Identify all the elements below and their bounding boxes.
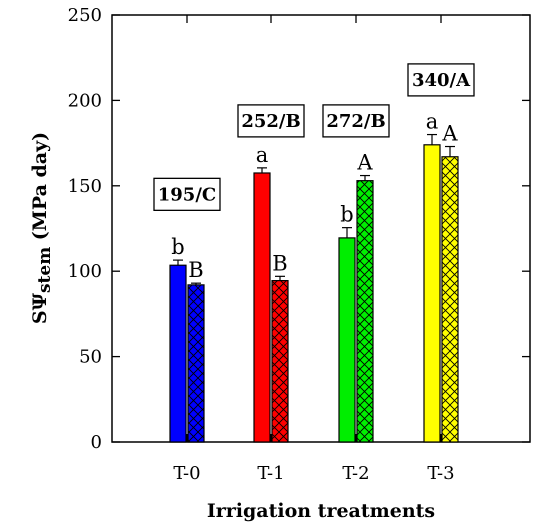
y-axis-title: SΨstem (MPa day) (29, 132, 55, 324)
bar-T-2-crosshatch: A (356, 151, 374, 443)
annotation-label: 340/A (412, 70, 471, 91)
x-axis: T-0 T-1 T-2 T-3 (173, 15, 455, 484)
annotation-label: 195/C (158, 184, 216, 205)
significance-letter: B (272, 251, 287, 275)
significance-letter: b (171, 235, 184, 259)
significance-letter: B (188, 258, 203, 282)
bar-T-1-crosshatch: B (271, 251, 289, 443)
annotation-layer: 195/C 252/B 272/B 340/A (153, 63, 475, 211)
annotation-frame (407, 63, 475, 97)
y-axis-title-units: (MPa day) (29, 132, 51, 247)
y-axis-title-sub: stem (35, 247, 55, 293)
annotation-label: 252/B (241, 111, 300, 132)
y-tick-label: 250 (68, 5, 102, 26)
x-tick-label: T-2 (342, 463, 369, 484)
significance-letter: a (426, 110, 439, 134)
annotation-box: 195/C (153, 177, 221, 211)
annotation-box: 252/B (237, 104, 305, 138)
y-tick-label: 50 (79, 347, 102, 368)
significance-letter: A (356, 151, 373, 175)
annotation-frame (153, 177, 221, 211)
bar-fill (170, 265, 186, 442)
annotation-box: 272/B (322, 104, 390, 138)
bars-layer: b a b a B B A A (169, 110, 459, 443)
annotation-frame (237, 104, 305, 138)
y-axis-title-psi: Ψ (29, 292, 51, 310)
x-tick-label: T-3 (427, 463, 454, 484)
annotation-label: 272/B (326, 111, 385, 132)
significance-letter: A (441, 122, 458, 146)
bar-hatch (272, 280, 288, 442)
y-axis: 0 50 100 150 200 250 (68, 5, 530, 453)
y-axis-title-main: S (29, 310, 51, 324)
x-tick-label: T-0 (173, 463, 200, 484)
significance-letter: b (340, 203, 353, 227)
bar-hatch (188, 284, 204, 442)
bar-fill (254, 172, 270, 443)
bar-fill (424, 144, 440, 443)
bar-fill (339, 237, 355, 442)
y-tick-label: 100 (68, 261, 102, 282)
x-axis-title: Irrigation treatments (207, 500, 435, 522)
bar-T-3-solid: a (423, 110, 441, 443)
bar-T-3-crosshatch: A (441, 122, 459, 443)
bar-T-2-solid: b (338, 203, 356, 443)
y-tick-label: 150 (68, 176, 102, 197)
x-tick-label: T-1 (257, 463, 284, 484)
bar-T-1-solid: a (253, 143, 271, 443)
bar-T-0-crosshatch: B (187, 258, 205, 443)
y-tick-label: 0 (91, 432, 102, 453)
bar-hatch (357, 180, 373, 442)
annotation-box: 340/A (407, 63, 475, 97)
bar-hatch (442, 156, 458, 442)
plot-frame (111, 14, 531, 443)
annotation-frame (322, 104, 390, 138)
bar-T-0-solid: b (169, 235, 187, 443)
y-tick-label: 200 (68, 90, 102, 111)
significance-letter: a (256, 143, 269, 167)
